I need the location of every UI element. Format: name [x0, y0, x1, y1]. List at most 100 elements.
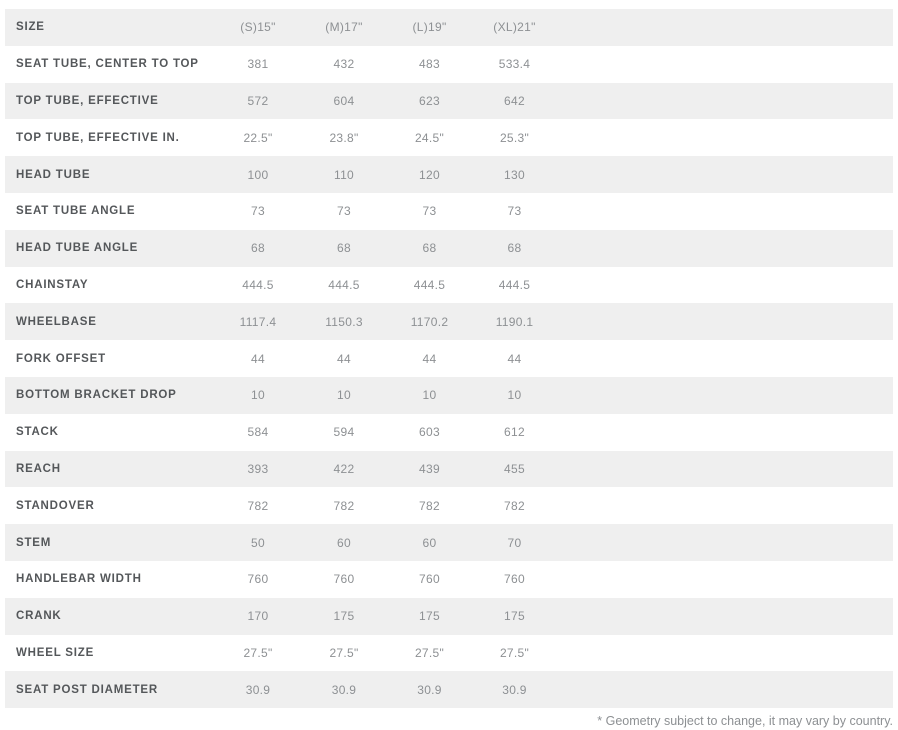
row-value: 27.5": [329, 645, 359, 660]
row-value: 444.5: [413, 277, 446, 292]
row-label: CHAINSTAY: [16, 278, 89, 291]
row-value: 604: [333, 93, 355, 108]
row-value: 455: [504, 461, 525, 476]
column-header-s: (S)15": [240, 20, 276, 35]
table-row: STEM 50 60 60 70: [5, 524, 893, 561]
row-value: 612: [504, 425, 525, 440]
table-row: BOTTOM BRACKET DROP 10 10 10 10: [5, 376, 893, 414]
row-value: 782: [333, 498, 355, 513]
row-value: 70: [507, 535, 522, 550]
row-value: 603: [419, 425, 440, 440]
row-value: 44: [507, 351, 522, 366]
row-value: 110: [333, 167, 355, 182]
row-value: 50: [251, 535, 265, 550]
row-value: 22.5": [243, 130, 273, 145]
row-value: 30.9: [331, 682, 357, 697]
table-row: STACK 584 594 603 612: [5, 413, 893, 451]
row-label: SEAT TUBE ANGLE: [16, 205, 136, 218]
row-value: 30.9: [502, 682, 527, 697]
row-value: 175: [504, 609, 525, 624]
row-value: 170: [247, 609, 269, 624]
column-header-m: (M)17": [325, 20, 363, 35]
geometry-table: SIZE (S)15" (M)17" (L)19" (XL)21" SEAT T…: [5, 9, 893, 709]
table-row: WHEEL SIZE 27.5" 27.5" 27.5" 27.5": [5, 634, 893, 672]
row-value: 73: [422, 204, 437, 219]
row-label: HEAD TUBE ANGLE: [16, 242, 139, 255]
row-value: 533.4: [498, 57, 531, 72]
row-value: 100: [247, 167, 269, 182]
row-value: 30.9: [417, 682, 442, 697]
row-value: 10: [251, 388, 265, 403]
row-value: 1170.2: [410, 314, 449, 329]
row-value: 782: [504, 498, 525, 513]
row-value: 68: [507, 241, 522, 256]
row-value: 23.8": [329, 130, 359, 145]
column-header-size: SIZE: [16, 21, 45, 34]
row-label: SEAT POST DIAMETER: [16, 683, 158, 696]
row-value: 130: [504, 167, 525, 182]
row-value: 760: [504, 572, 525, 587]
table-row: FORK OFFSET 44 44 44 44: [5, 340, 893, 377]
row-value: 782: [247, 498, 269, 513]
row-value: 393: [247, 461, 269, 476]
row-value: 572: [247, 93, 269, 108]
row-value: 10: [337, 388, 351, 403]
row-label: TOP TUBE, EFFECTIVE IN.: [16, 131, 180, 144]
table-row: CHAINSTAY 444.5 444.5 444.5 444.5: [5, 266, 893, 304]
row-value: 44: [422, 351, 437, 366]
row-value: 381: [247, 57, 269, 72]
row-value: 760: [419, 572, 440, 587]
table-row: HANDLEBAR WIDTH 760 760 760 760: [5, 560, 893, 598]
row-label: WHEEL SIZE: [16, 646, 95, 659]
row-value: 760: [247, 572, 269, 587]
row-value: 60: [337, 535, 351, 550]
table-row: WHEELBASE 1117.4 1150.3 1170.2 1190.1: [5, 303, 893, 341]
row-value: 27.5": [499, 645, 530, 660]
row-label: REACH: [16, 462, 61, 475]
geometry-footnote: * Geometry subject to change, it may var…: [597, 714, 893, 729]
table-row: SEAT TUBE ANGLE 73 73 73 73: [5, 192, 893, 230]
row-value: 120: [419, 167, 440, 182]
row-value: 444.5: [498, 277, 531, 292]
row-value: 439: [419, 461, 440, 476]
row-label: SEAT TUBE, CENTER TO TOP: [16, 58, 199, 71]
row-value: 10: [507, 388, 522, 403]
row-label: STEM: [16, 536, 52, 549]
row-value: 44: [251, 351, 265, 366]
row-value: 68: [251, 241, 265, 256]
row-value: 782: [419, 498, 440, 513]
table-row: SEAT TUBE, CENTER TO TOP 381 432 483 533.4: [5, 45, 893, 83]
row-value: 73: [337, 204, 351, 219]
row-value: 594: [333, 425, 355, 440]
row-label: FORK OFFSET: [16, 352, 106, 365]
table-row: STANDOVER 782 782 782 782: [5, 487, 893, 525]
row-value: 44: [337, 351, 351, 366]
row-value: 444.5: [328, 277, 360, 292]
row-value: 1150.3: [325, 314, 363, 329]
row-value: 175: [419, 609, 440, 624]
table-row: TOP TUBE, EFFECTIVE 572 604 623 642: [5, 82, 893, 120]
row-label: STACK: [16, 426, 59, 439]
row-label: STANDOVER: [16, 499, 95, 512]
row-value: 68: [337, 241, 351, 256]
column-header-xl: (XL)21": [493, 20, 536, 35]
table-row: TOP TUBE, EFFECTIVE IN. 22.5" 23.8" 24.5" 25…: [5, 119, 893, 157]
table-header-row: SIZE (S)15" (M)17" (L)19" (XL)21": [5, 9, 893, 46]
table-row: CRANK 170 175 175 175: [5, 597, 893, 635]
row-value: 73: [251, 204, 265, 219]
row-value: 175: [333, 609, 355, 624]
row-value: 24.5": [414, 130, 445, 145]
row-value: 27.5": [414, 645, 445, 660]
table-row: REACH 393 422 439 455: [5, 450, 893, 488]
row-label: BOTTOM BRACKET DROP: [16, 389, 177, 402]
row-value: 10: [422, 388, 437, 403]
row-label: TOP TUBE, EFFECTIVE: [16, 94, 159, 107]
row-value: 73: [507, 204, 522, 219]
row-value: 432: [333, 57, 355, 72]
row-value: 30.9: [245, 682, 271, 697]
row-value: 483: [419, 57, 440, 72]
row-value: 760: [333, 572, 355, 587]
row-label: WHEELBASE: [16, 315, 97, 328]
row-label: HANDLEBAR WIDTH: [16, 573, 142, 586]
row-value: 623: [419, 93, 440, 108]
